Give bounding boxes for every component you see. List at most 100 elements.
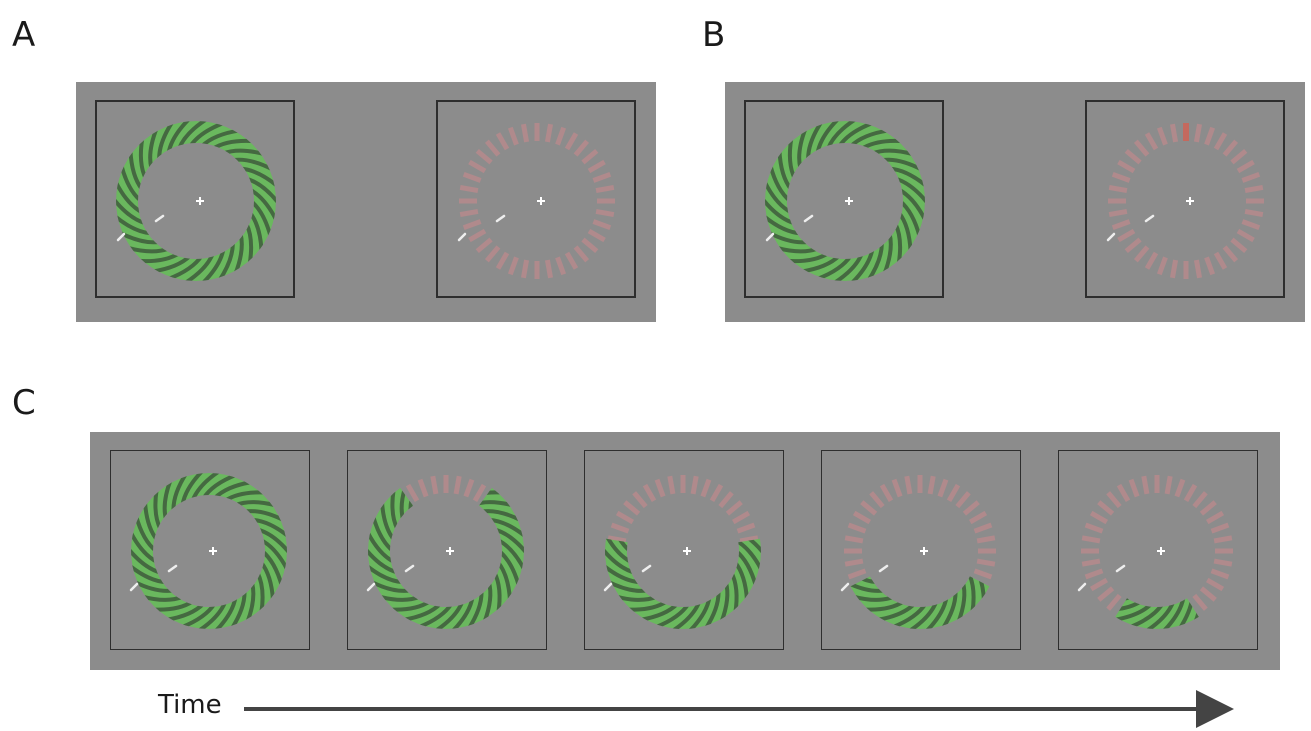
ring-segment [1133,139,1150,157]
ring-segment [1199,586,1217,602]
ring-segment [718,491,734,509]
ring-segment [1097,500,1115,516]
panel-c-frame-5 [1058,450,1258,650]
ring-segment [417,478,429,498]
ring-segment [610,522,630,534]
ring-segment [962,500,980,516]
ring-segment [1081,535,1101,544]
time-label: Time [158,690,222,720]
ring-segment [484,245,501,263]
ring-segment [927,475,936,495]
ring-segment [946,483,961,503]
ring-segment [573,245,590,263]
ring-segment [495,251,510,270]
ring-segment [1141,475,1150,495]
ring-segment [1204,126,1216,146]
ring-segment [1236,228,1255,243]
ring-segment [1193,123,1203,143]
ring-segment [573,139,590,157]
ring-segment [1116,483,1131,503]
ring-segment [1193,259,1203,279]
ring-segment [475,148,493,165]
ring-segment [1222,245,1239,263]
probe-mark [154,214,165,223]
ring-segment [844,558,864,567]
ring-segment [642,483,657,503]
ring-segment [1210,522,1230,534]
ring-segment [453,475,462,495]
ring-segment [1205,577,1225,592]
ring-segment [1210,568,1230,580]
ring-segment [1144,132,1159,151]
ring-segment [484,139,501,157]
ring-segment [507,126,519,146]
ring-segment [1156,256,1168,276]
ring-segment [1213,251,1228,270]
panel-label-c: C [12,383,36,423]
ring-segment [564,251,579,270]
ring-segment [1244,184,1264,194]
panel-b-grating-frame [744,100,944,298]
ring-segment [581,237,599,254]
ring-segment [847,522,867,534]
panel-a-segments-frame [436,100,636,298]
ring-segment [595,208,615,218]
ring-segment [587,228,606,243]
ring-segment [592,219,612,231]
ring-segment [615,510,635,525]
ring-segment [520,259,530,279]
ring-segment [1244,208,1264,218]
ring-segment [1164,475,1173,495]
ring-segment [860,500,878,516]
ring-segment [690,475,699,495]
ring-segment [1241,219,1261,231]
ring-segment [459,208,479,218]
ring-segment [544,123,554,143]
panel-c-frame-2 [347,450,547,650]
panel-b-cued-frame [1085,100,1285,298]
ring-segment [1192,491,1208,509]
ring-segment [847,568,867,580]
ring-segment [462,171,482,183]
ring-segment [1192,593,1208,611]
ring-segment [700,478,712,498]
ring-segment [1205,510,1225,525]
ring-segment [955,491,971,509]
ring-segment [1124,237,1142,254]
ring-segment [976,558,996,567]
probe-mark [1077,582,1087,592]
ring-stimulus [1106,123,1264,279]
panel-c-frame-1 [110,450,310,650]
ring-segment [459,184,479,194]
probe-mark [765,232,775,242]
ring-segment [595,184,615,194]
probe-mark [404,564,415,573]
probe-mark [1115,564,1126,573]
ring-segment [709,483,724,503]
panel-a-grating-frame [95,100,295,298]
probe-mark [457,232,467,242]
ring-segment [1204,256,1216,276]
ring-segment [739,535,759,544]
ring-segment [976,535,996,544]
ring-segment [937,478,949,498]
ring-segment [1084,568,1104,580]
ring-segment [1156,126,1168,146]
ring-segment [1106,491,1122,509]
probe-mark [803,214,814,223]
ring-segment [1089,577,1109,592]
probe-mark [366,582,376,592]
panel-c-frame-3 [584,450,784,650]
ring-segment [1169,123,1179,143]
panel-label-b: B [702,15,726,55]
probe-mark [167,564,178,573]
ring-stimulus [840,475,996,629]
ring-segment [869,491,885,509]
ring-stimulus [457,123,615,279]
probe-mark [641,564,652,573]
ring-segment [462,219,482,231]
ring-segment [1213,535,1233,544]
panel-label-a: A [12,15,36,55]
ring-segment [736,522,756,534]
ring-segment [555,256,567,276]
